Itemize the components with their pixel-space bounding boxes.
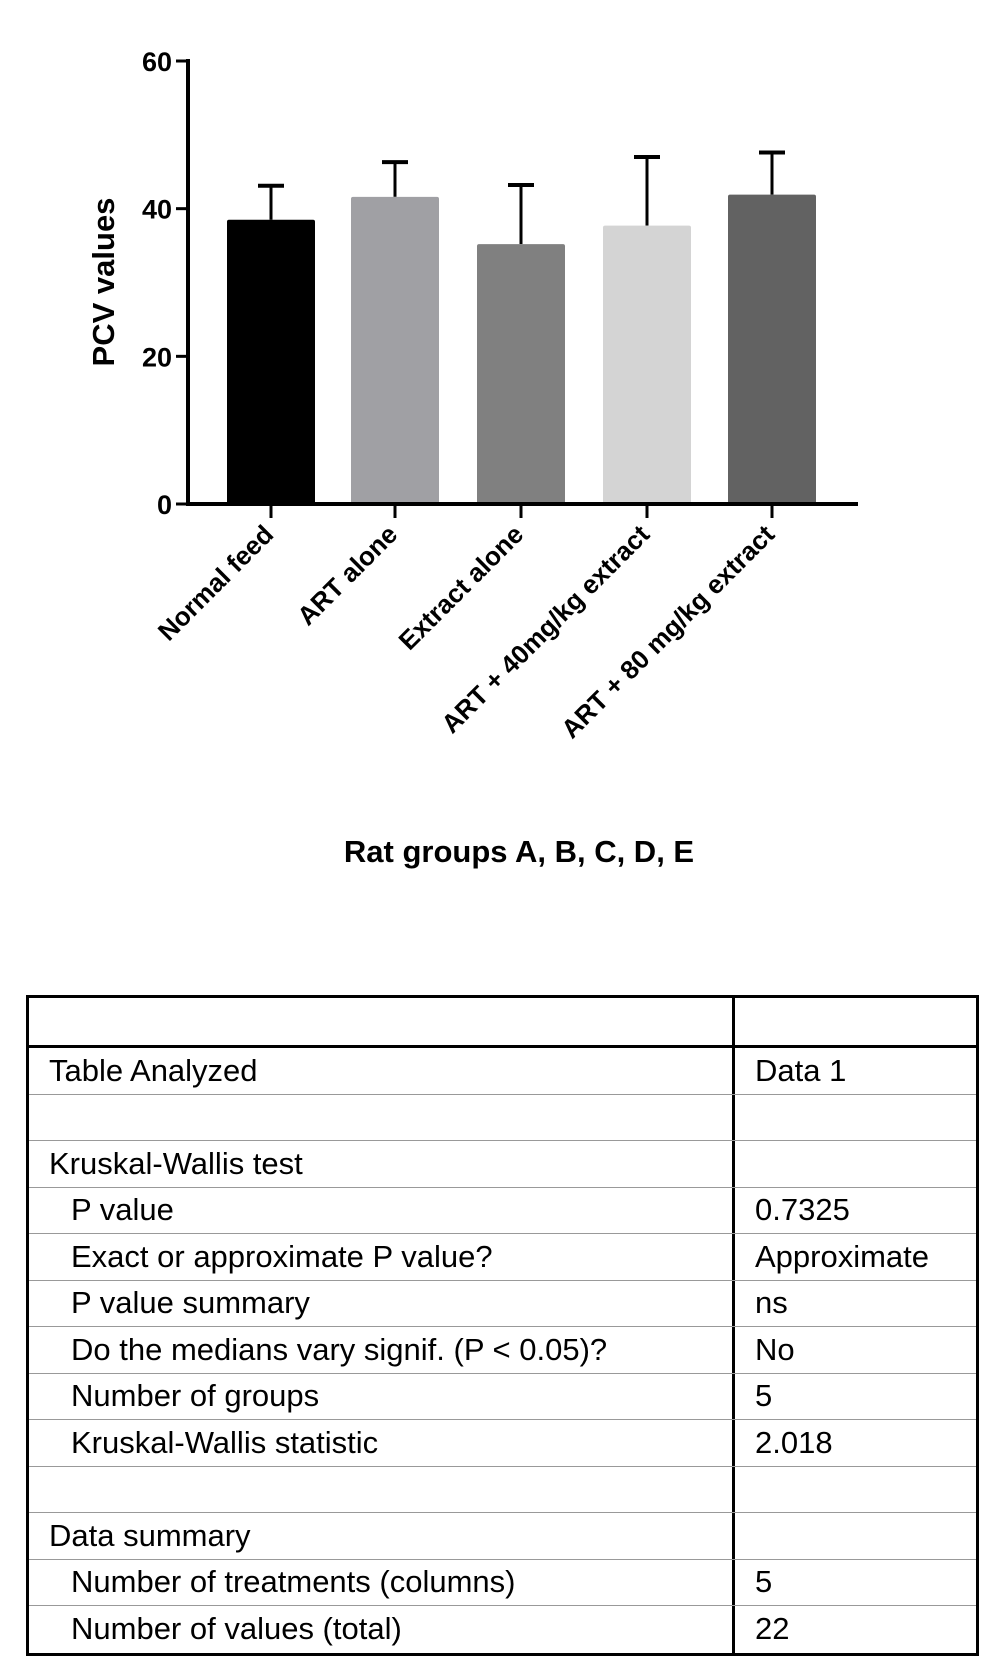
table-row: P value 0.7325 (29, 1187, 976, 1234)
row-label (29, 1094, 735, 1140)
table-row: Data summary (29, 1513, 976, 1560)
x-tick-label: Normal feed (152, 519, 279, 646)
row-label: P value summary (29, 1280, 735, 1326)
header-cell (735, 998, 976, 1045)
results-table: Table Analyzed Data 1 Kruskal-Wallis test P… (26, 995, 979, 1656)
bar (351, 196, 439, 504)
row-label: Kruskal-Wallis test (29, 1141, 735, 1187)
row-value: 0.7325 (755, 1192, 850, 1228)
row-value: ns (755, 1285, 788, 1321)
row-label: Table Analyzed (29, 1048, 735, 1094)
table-row: Kruskal-Wallis test (29, 1141, 976, 1188)
row-value (735, 1467, 976, 1513)
bar (603, 225, 691, 505)
bar (227, 219, 315, 504)
row-label: Exact or approximate P value? (29, 1234, 735, 1280)
x-axis-title: Rat groups A, B, C, D, E (344, 834, 694, 869)
table-row: Number of groups 5 (29, 1373, 976, 1420)
bar (728, 194, 816, 504)
table-row: Number of values (total) 22 (29, 1606, 976, 1653)
row-label (29, 1466, 735, 1512)
row-value: 5 (755, 1378, 773, 1414)
table-row: Do the medians vary signif. (P < 0.05)? N… (29, 1327, 976, 1374)
row-value (735, 1513, 976, 1559)
table-row: P value summary ns (29, 1280, 976, 1327)
table-row (29, 1466, 976, 1513)
row-value (735, 1095, 976, 1141)
row-value: No (755, 1331, 795, 1367)
row-label: Do the medians vary signif. (P < 0.05)? (29, 1327, 735, 1373)
row-value: Data 1 (755, 1052, 847, 1088)
row-label: Number of groups (29, 1373, 735, 1419)
table-row (29, 1094, 976, 1141)
row-label: Number of treatments (columns) (29, 1559, 735, 1605)
header-cell (29, 998, 735, 1045)
row-value: Approximate (755, 1238, 930, 1274)
row-value: 2.018 (755, 1424, 833, 1460)
row-value: 5 (755, 1564, 773, 1600)
row-value: 22 (755, 1611, 790, 1647)
table-row: Exact or approximate P value? Approximate (29, 1234, 976, 1281)
y-tick-label: 0 (157, 490, 172, 520)
x-tick-label: ART + 40mg/kg extract (435, 519, 655, 739)
row-value (735, 1141, 976, 1187)
x-tick-label: ART alone (291, 519, 403, 631)
row-label: P value (29, 1187, 735, 1233)
row-label: Number of values (total) (29, 1606, 735, 1653)
table-row: Table Analyzed Data 1 (29, 1048, 976, 1095)
x-tick-label: Extract alone (393, 519, 530, 656)
y-axis-title: PCV values (86, 198, 121, 367)
y-tick-label: 60 (142, 47, 172, 77)
x-tick-label: ART + 80 mg/kg extract (555, 519, 780, 744)
bar (477, 244, 565, 504)
table-header (29, 998, 976, 1048)
y-tick-label: 40 (142, 195, 172, 225)
row-label: Data summary (29, 1513, 735, 1559)
row-label: Kruskal-Wallis statistic (29, 1420, 735, 1466)
table-row: Kruskal-Wallis statistic 2.018 (29, 1420, 976, 1467)
y-tick-label: 20 (142, 342, 172, 372)
table-row: Number of treatments (columns) 5 (29, 1559, 976, 1606)
